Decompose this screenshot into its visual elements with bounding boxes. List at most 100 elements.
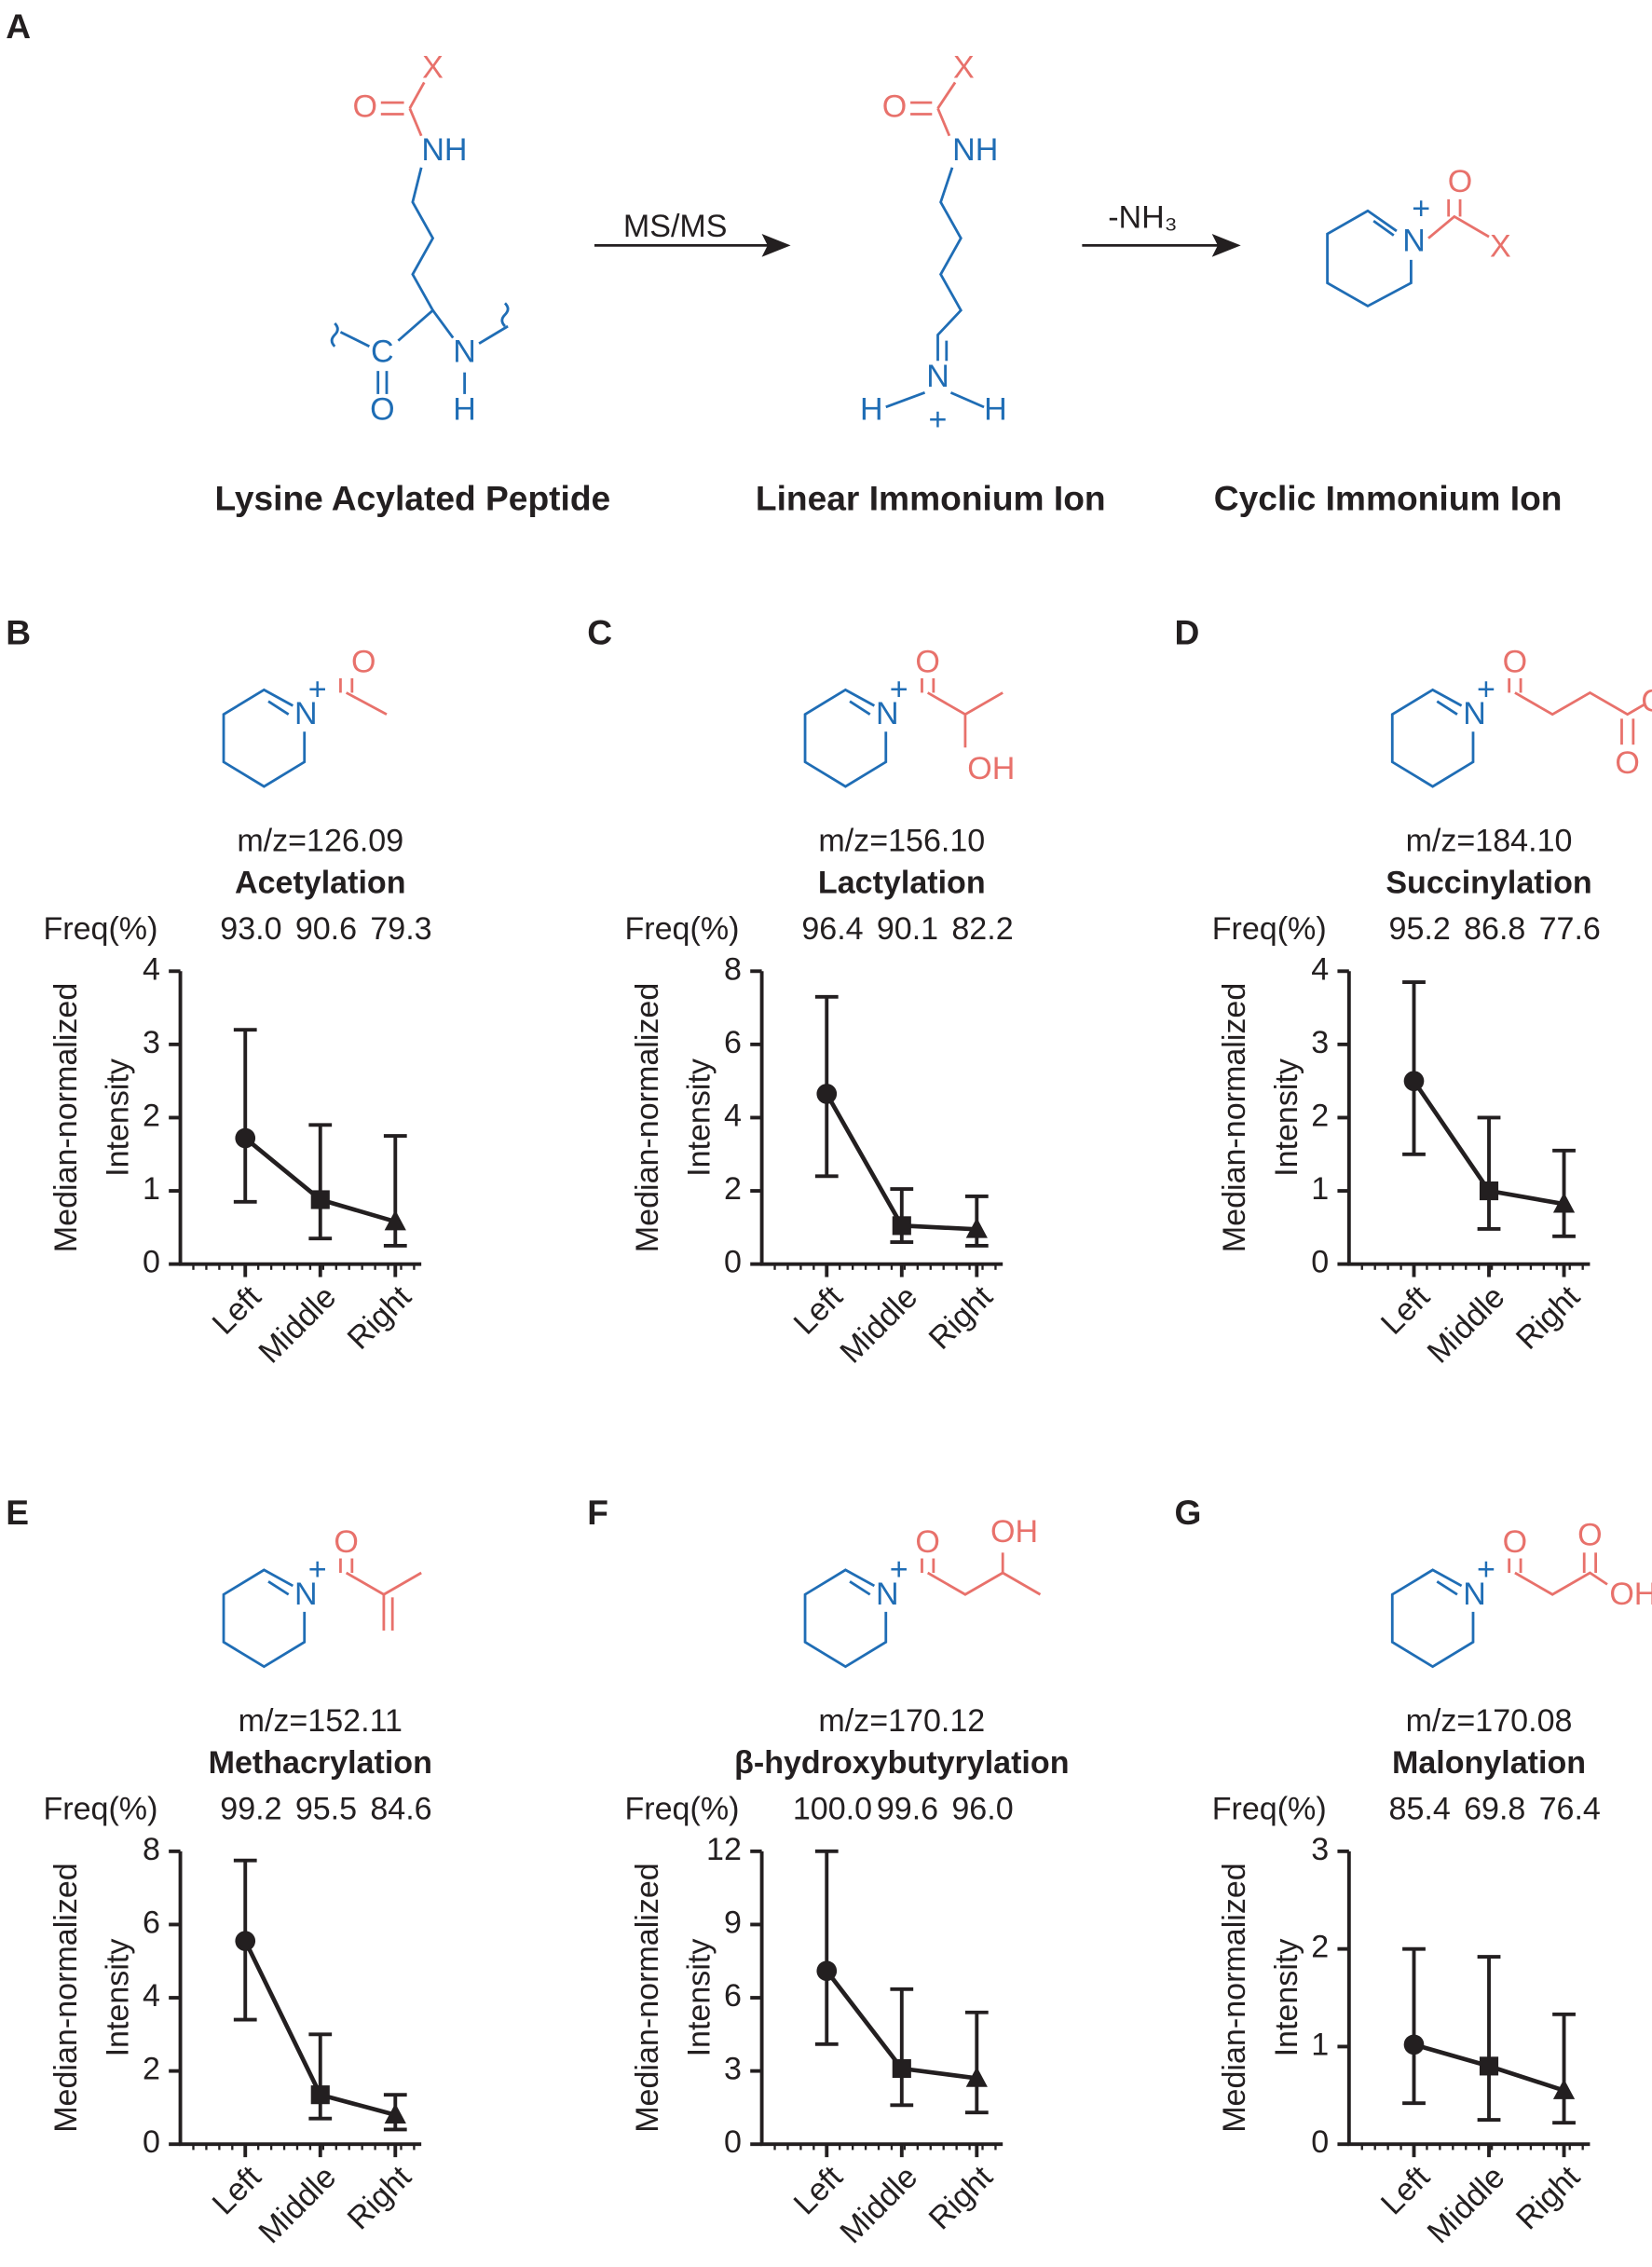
atom-label: N: [453, 335, 476, 370]
bond: [345, 1571, 422, 1596]
freq-value: 90.6: [295, 911, 357, 947]
bond: [267, 700, 290, 716]
marker: [965, 1217, 988, 1238]
y-axis-label: Median-normalized: [1217, 1863, 1252, 2133]
bond: [339, 331, 371, 348]
freq-value: 93.0: [220, 911, 281, 947]
bond: [1326, 209, 1413, 308]
atom-label: C: [371, 335, 394, 370]
y-tick-label: 4: [1311, 951, 1329, 987]
chart-title: Lactylation: [818, 865, 986, 900]
marker: [1403, 1071, 1425, 1092]
y-axis-label: Intensity: [1269, 1939, 1304, 2057]
chart-panel: Fm/z=170.12 β-hydroxybutyrylation Freq(%) +…: [587, 1493, 1069, 2250]
freq-value: 84.6: [370, 1792, 431, 1827]
error-bar: [964, 2010, 989, 2115]
y-tick-label: 4: [143, 951, 160, 987]
atom-label: N: [1463, 1577, 1486, 1612]
atom-label: O: [334, 1524, 358, 1560]
y-axis-label: Median-normalized: [630, 983, 665, 1253]
y-tick-label: 2: [143, 1098, 160, 1133]
arrow-label: MS/MS: [623, 209, 728, 244]
y-tick-label: 0: [1311, 2124, 1329, 2160]
x-tick-label: Left: [1374, 2159, 1437, 2221]
y-tick-label: 9: [724, 1905, 742, 1940]
bond: [1427, 214, 1490, 239]
x-tick-label: Left: [787, 1278, 850, 1341]
mz-label: m/z=152.11: [239, 1703, 403, 1739]
freq-label: Freq(%): [624, 911, 739, 947]
freq-label: Freq(%): [1212, 911, 1327, 947]
atom-label: X: [1490, 229, 1511, 265]
chart-title: Succinylation: [1386, 865, 1591, 900]
atom-label: O: [882, 89, 907, 124]
y-tick-label: 0: [143, 2124, 160, 2160]
chart-panel: Dm/z=184.10SuccinylationFreq(%)+NOOOH012…: [1174, 612, 1652, 1370]
caption: Lysine Acylated Peptide: [215, 478, 611, 517]
y-tick-label: 1: [1311, 1171, 1329, 1207]
panel-label: E: [6, 1493, 29, 1532]
atom-label: O: [351, 644, 375, 679]
mz-label: m/z=156.10: [818, 823, 985, 858]
error-bar: [233, 1028, 257, 1204]
bond: [431, 309, 455, 339]
y-tick-label: 1: [143, 1171, 160, 1207]
arrow-head: [1211, 234, 1241, 257]
marker: [892, 2058, 911, 2079]
error-bar: [1402, 980, 1426, 1156]
atom-label: +: [890, 672, 908, 707]
atom-label: N: [876, 696, 899, 731]
y-tick-label: 0: [1311, 1245, 1329, 1280]
atom-label: H: [984, 391, 1007, 427]
y-tick-label: 6: [143, 1905, 160, 1940]
freq-value: 77.6: [1539, 911, 1601, 947]
y-tick-label: 12: [706, 1832, 742, 1867]
x-tick-label: Right: [1509, 1278, 1587, 1356]
y-tick-label: 3: [724, 2052, 742, 2087]
panel-label: D: [1174, 612, 1199, 651]
bond: [478, 324, 509, 345]
y-axis-label: Median-normalized: [630, 1863, 665, 2133]
chart-title: Acetylation: [235, 865, 406, 900]
bond: [267, 1580, 290, 1596]
atom-label: +: [1477, 1551, 1495, 1587]
error-bar: [308, 2032, 333, 2121]
y-axis-label: Intensity: [682, 1058, 717, 1177]
chart-title: β-hydroxybutyrylation: [734, 1745, 1069, 1781]
freq-value: 79.3: [370, 911, 431, 947]
error-bar: [1402, 1946, 1426, 2106]
panel-label: G: [1174, 1493, 1201, 1532]
marker: [816, 1960, 838, 1982]
arrow-head: [761, 234, 791, 257]
atom-label: +: [1477, 672, 1495, 707]
marker: [1479, 1181, 1499, 1201]
y-tick-label: 0: [724, 2124, 742, 2160]
panel-label: C: [587, 612, 612, 651]
bond: [408, 107, 423, 137]
atom-label: O: [353, 89, 377, 124]
y-tick-label: 3: [143, 1025, 160, 1060]
y-axis-label: Intensity: [101, 1058, 136, 1177]
error-bar: [308, 1123, 333, 1241]
marker: [1552, 1192, 1576, 1213]
y-tick-label: 2: [143, 2052, 160, 2087]
y-axis-label: Intensity: [1269, 1058, 1304, 1177]
x-tick-label: Right: [922, 1278, 1000, 1356]
x-tick-label: Middle: [252, 2159, 343, 2250]
bond: [1514, 690, 1645, 717]
x-tick-label: Left: [787, 2159, 850, 2221]
freq-label: Freq(%): [1212, 1792, 1327, 1827]
panel-label: B: [6, 612, 31, 651]
panel-label: A: [6, 7, 31, 46]
freq-value: 96.4: [801, 911, 863, 947]
y-tick-label: 2: [1311, 1930, 1329, 1965]
atom-label: O: [915, 644, 939, 679]
freq-value: 100.0: [793, 1792, 872, 1827]
atom-label: X: [422, 50, 444, 86]
y-tick-label: 2: [724, 1171, 742, 1207]
bond: [849, 1580, 871, 1596]
y-tick-label: 1: [1311, 2027, 1329, 2062]
marker: [816, 1084, 838, 1104]
y-tick-label: 8: [143, 1832, 160, 1867]
